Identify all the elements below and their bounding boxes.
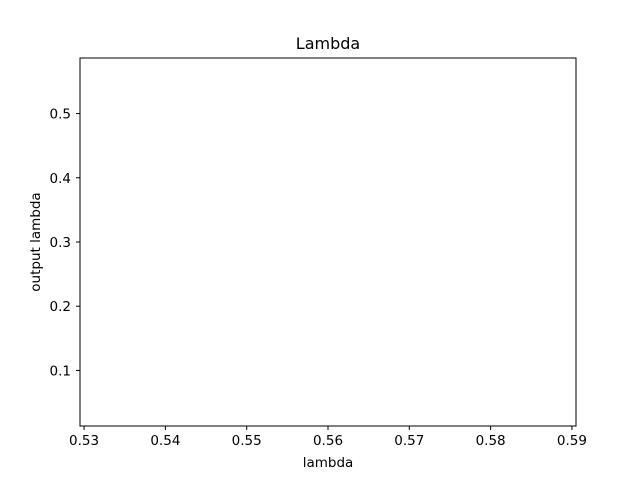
- y-tick-label: 0.1: [50, 363, 71, 379]
- plot-area: [79, 57, 577, 427]
- y-tick-label: 0.5: [50, 107, 71, 123]
- x-tick-label: 0.54: [150, 433, 180, 449]
- y-tick-label: 0.3: [50, 235, 71, 251]
- chart-title: Lambda: [296, 34, 360, 53]
- y-axis: 0.1 0.2 0.3 0.4 0.5: [50, 107, 80, 379]
- y-tick-label: 0.2: [50, 299, 71, 315]
- x-tick-label: 0.53: [69, 433, 99, 449]
- x-tick-label: 0.55: [232, 433, 262, 449]
- y-tick-label: 0.4: [50, 171, 71, 187]
- x-axis-label: lambda: [303, 455, 354, 471]
- y-axis-label: output lambda: [28, 192, 44, 291]
- x-tick-label: 0.57: [394, 433, 424, 449]
- x-tick-label: 0.58: [476, 433, 506, 449]
- x-tick-label: 0.56: [313, 433, 343, 449]
- x-axis: 0.53 0.54 0.55 0.56 0.57 0.58 0.59: [69, 426, 587, 449]
- x-tick-label: 0.59: [557, 433, 587, 449]
